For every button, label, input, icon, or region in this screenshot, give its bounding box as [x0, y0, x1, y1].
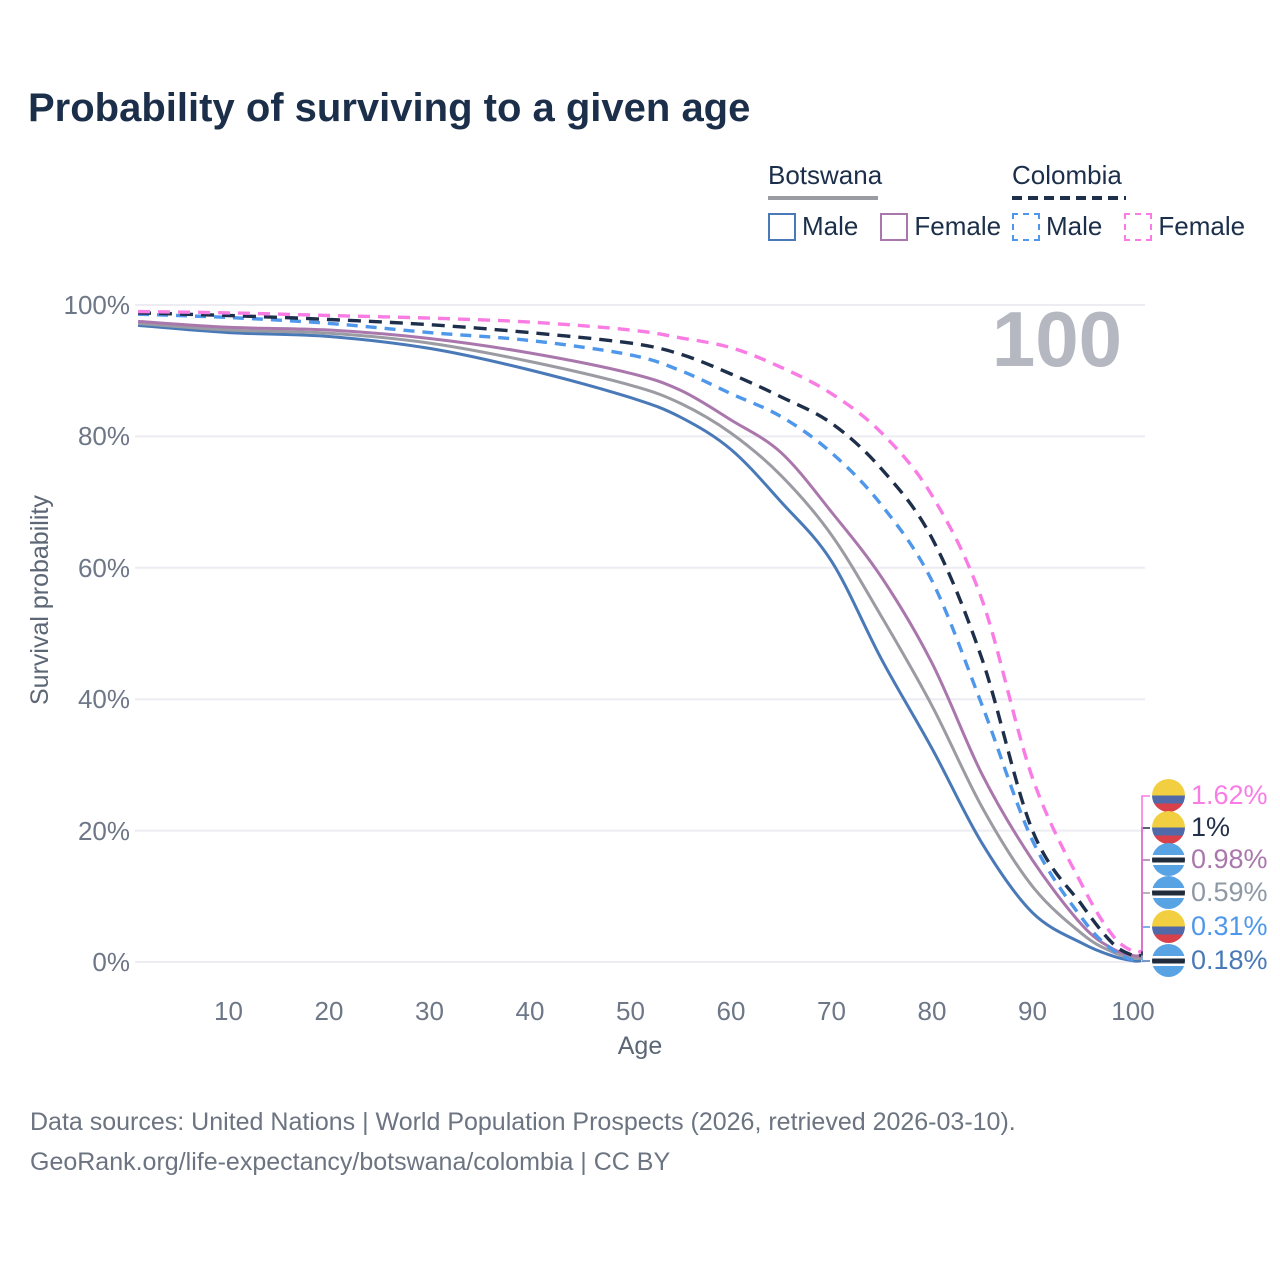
- hover-value-label-colombia_female: 1.62%: [1152, 779, 1268, 812]
- y-tick-label: 40%: [77, 684, 130, 715]
- x-tick-label: 30: [415, 996, 444, 1026]
- y-tick-label: 80%: [77, 421, 130, 452]
- x-tick-label: 80: [917, 996, 947, 1026]
- legend-item-label: Female: [1158, 211, 1246, 241]
- hover-value-text: 1%: [1191, 812, 1231, 842]
- attribution-line: GeoRank.org/life-expectancy/botswana/col…: [30, 1148, 671, 1176]
- legend-item-label: Female: [914, 211, 1002, 241]
- colombia-male-swatch: [1012, 212, 1040, 241]
- x-tick-label: 90: [1018, 996, 1047, 1026]
- series-line-colombia_male[interactable]: [137, 312, 1142, 963]
- hover-value-label-botswana_both: 0.59%: [1152, 876, 1268, 909]
- hover-value-text: 0.59%: [1191, 877, 1268, 907]
- botswana-male-swatch: [768, 212, 796, 241]
- x-axis-title: Age: [617, 1032, 663, 1060]
- legend-item-botswana-male[interactable]: Male: [768, 211, 858, 242]
- leader-line-colombia_male: [1141, 926, 1150, 960]
- legend-group-colombia: Colombia Male Female: [1012, 160, 1245, 242]
- legend-item-botswana-female[interactable]: Female: [880, 211, 1001, 242]
- colombia-female-swatch: [1124, 212, 1153, 241]
- leader-line-botswana_female: [1141, 859, 1150, 956]
- hover-value-label-botswana_female: 0.98%: [1152, 843, 1268, 876]
- series-line-botswana_both[interactable]: [137, 321, 1142, 961]
- legend-item-colombia-male[interactable]: Male: [1012, 211, 1102, 242]
- x-tick-label: 100: [1111, 996, 1155, 1026]
- legend-country-label[interactable]: Botswana: [768, 160, 883, 190]
- hover-value-label-colombia_both: 1%: [1152, 811, 1230, 844]
- botswana-flag-icon: [1152, 876, 1185, 909]
- leader-line-botswana_both: [1141, 892, 1150, 959]
- y-tick-label: 100%: [63, 290, 131, 320]
- hover-value-label-colombia_male: 0.31%: [1152, 910, 1268, 943]
- colombia-both-line-swatch: [1012, 196, 1126, 200]
- series-line-botswana_male[interactable]: [137, 323, 1142, 963]
- hover-value-text: 0.18%: [1191, 945, 1268, 975]
- x-tick-label: 10: [214, 996, 243, 1026]
- legend-group-botswana: Botswana Male Female: [768, 160, 1001, 242]
- colombia-flag-icon: [1152, 779, 1185, 812]
- legend-country-label[interactable]: Colombia: [1012, 160, 1122, 190]
- hover-value-text: 1.62%: [1191, 780, 1268, 810]
- botswana-flag-icon: [1152, 944, 1185, 977]
- hover-age-watermark: 100: [991, 295, 1122, 383]
- legend-item-label: Male: [1046, 211, 1103, 241]
- x-tick-label: 60: [716, 996, 746, 1026]
- hover-value-text: 0.31%: [1191, 911, 1268, 941]
- page-title: Probability of surviving to a given age: [28, 86, 751, 130]
- botswana-both-line-swatch: [768, 196, 878, 200]
- x-tick-label: 20: [314, 996, 344, 1026]
- hover-value-text: 0.98%: [1191, 844, 1268, 874]
- y-tick-label: 20%: [77, 815, 130, 846]
- data-source-line: Data sources: United Nations | World Pop…: [30, 1108, 1016, 1136]
- legend-item-colombia-female[interactable]: Female: [1124, 211, 1245, 242]
- x-tick-label: 40: [515, 996, 545, 1026]
- y-tick-label: 60%: [77, 552, 130, 583]
- leader-line-colombia_female: [1141, 795, 1150, 952]
- botswana-female-swatch: [880, 212, 909, 241]
- series-line-colombia_both[interactable]: [138, 311, 1142, 958]
- leader-line-colombia_both: [1141, 827, 1150, 956]
- hover-value-label-botswana_male: 0.18%: [1152, 944, 1268, 977]
- colombia-flag-icon: [1152, 910, 1185, 943]
- x-tick-label: 70: [817, 996, 846, 1026]
- y-axis-title: Survival probability: [26, 495, 54, 705]
- botswana-flag-icon: [1152, 843, 1185, 876]
- x-tick-label: 50: [616, 996, 645, 1026]
- colombia-flag-icon: [1152, 811, 1185, 844]
- series-line-botswana_female[interactable]: [137, 319, 1142, 958]
- legend-item-label: Male: [802, 211, 859, 241]
- y-tick-label: 0%: [92, 947, 130, 977]
